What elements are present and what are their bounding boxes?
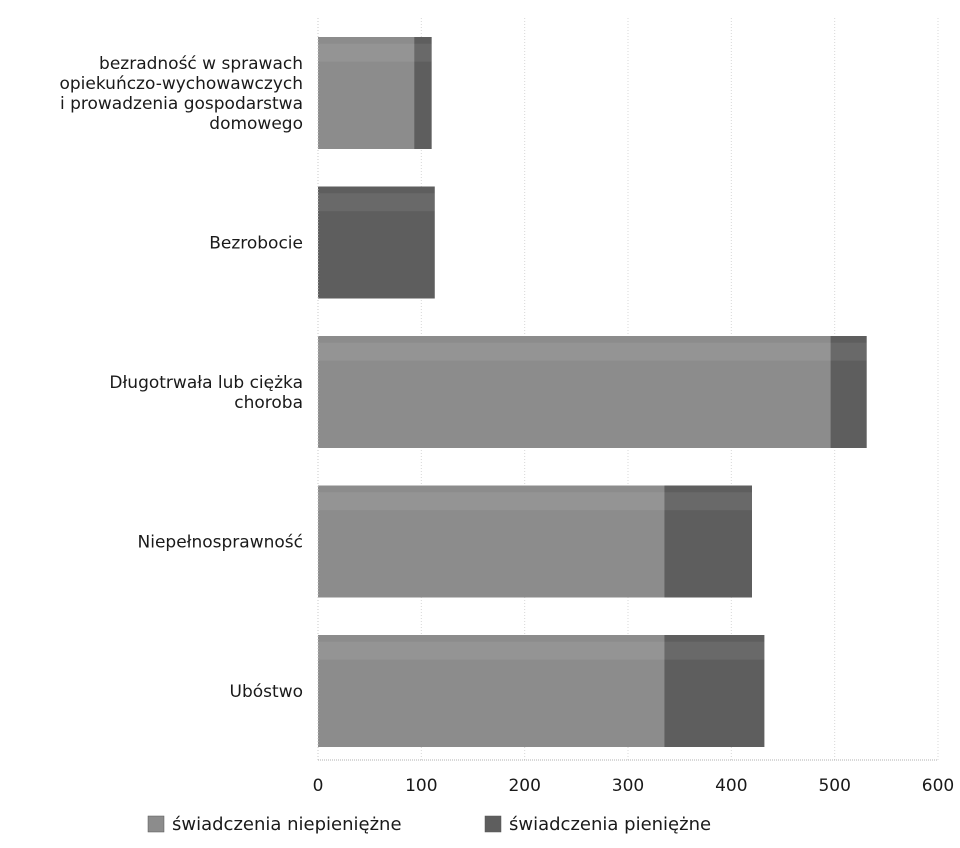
- category-label-line: i prowadzenia gospodarstwa: [60, 94, 303, 114]
- category-labels: bezradność w sprawach opiekuńczo-wychowaw…: [59, 54, 303, 702]
- bar-4-series-1: [318, 485, 665, 598]
- bar-highlight-2: [318, 193, 435, 212]
- x-tick-label-600: 600: [922, 776, 954, 796]
- bar-1-series-2: [414, 37, 432, 149]
- category-label-line: Niepełnosprawność: [138, 533, 304, 553]
- bar-highlight-3: [318, 342, 867, 361]
- bar-2-series-2: [318, 186, 435, 299]
- bar-3-series-1: [318, 336, 831, 448]
- category-label-4: Niepełnosprawność: [138, 533, 304, 553]
- category-label-line: bezradność w sprawach: [99, 54, 303, 74]
- category-label-3: Długotrwała lub ciężka choroba: [109, 373, 303, 413]
- bar-4-series-2: [664, 485, 752, 598]
- category-label-line: domowego: [209, 114, 303, 134]
- legend-swatch-2: [484, 815, 502, 833]
- x-tick-label-500: 500: [818, 776, 850, 796]
- x-tick-label-400: 400: [715, 776, 747, 796]
- bars: [318, 37, 867, 747]
- category-label-line: Ubóstwo: [230, 682, 303, 702]
- bar-5-series-2: [664, 635, 765, 747]
- legend-swatch-1: [147, 815, 165, 833]
- bar-highlight-4: [318, 492, 752, 511]
- category-label-1: bezradność w sprawach opiekuńczo-wychowaw…: [59, 54, 303, 134]
- bar-5-series-1: [318, 635, 665, 747]
- x-tick-label-300: 300: [612, 776, 644, 796]
- bar-highlight-5: [318, 641, 765, 660]
- x-axis: 0 100 200 300 400 500 600: [313, 18, 954, 796]
- x-tick-label-200: 200: [508, 776, 540, 796]
- x-tick-label-100: 100: [405, 776, 437, 796]
- category-label-line: opiekuńczo-wychowawczych: [59, 74, 303, 94]
- category-label-2: Bezrobocie: [209, 234, 303, 254]
- category-label-line: Bezrobocie: [209, 234, 303, 254]
- legend: świadczenia niepieniężne świadczenia pien…: [147, 814, 711, 835]
- x-tick-label-0: 0: [313, 776, 324, 796]
- legend-label-2: świadczenia pieniężne: [509, 814, 711, 835]
- category-label-line: Długotrwała lub ciężka: [109, 373, 303, 393]
- bar-1-series-1: [318, 37, 415, 149]
- category-label-line: choroba: [234, 393, 303, 413]
- bar-highlight-1: [318, 43, 432, 62]
- legend-label-1: świadczenia niepieniężne: [172, 814, 402, 835]
- bar-3-series-2: [830, 336, 867, 448]
- category-label-5: Ubóstwo: [230, 682, 303, 702]
